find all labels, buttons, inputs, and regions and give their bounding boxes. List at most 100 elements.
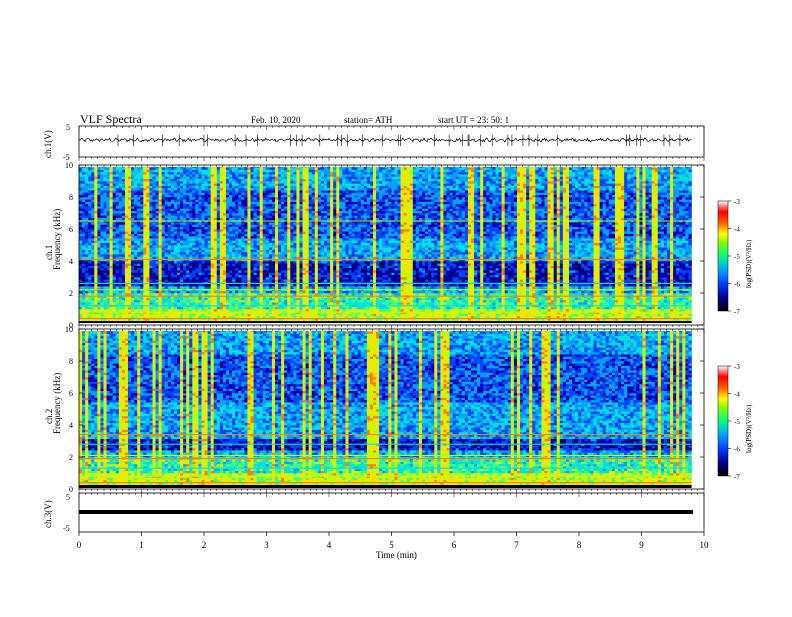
spectrogram-cell <box>217 231 220 234</box>
spectrogram-cell <box>235 275 238 278</box>
spectrogram-cell <box>244 231 247 234</box>
spectrogram-cell <box>287 270 290 273</box>
spectrogram-cell <box>278 181 281 184</box>
spectrogram-cell <box>211 263 214 266</box>
spectrogram-cell <box>137 291 140 294</box>
spectrogram-cell <box>88 250 91 253</box>
spectrogram-cell <box>247 176 250 179</box>
spectrogram-cell <box>153 213 156 216</box>
spectrogram-cell <box>146 202 149 205</box>
spectrogram-cell <box>171 236 174 239</box>
spectrogram-cell <box>183 224 186 227</box>
spectrogram-cell <box>269 245 272 248</box>
spectrogram-cell <box>232 190 235 193</box>
spectrogram-cell <box>263 218 266 221</box>
spectrogram-cell <box>195 286 198 289</box>
spectrogram-cell <box>202 186 205 189</box>
spectrogram-cell <box>260 190 263 193</box>
spectrogram-cell <box>177 229 180 232</box>
spectrogram-cell <box>79 206 82 209</box>
spectrogram-cell <box>131 234 134 237</box>
spectrogram-cell <box>180 309 183 312</box>
spectrogram-cell <box>214 231 217 234</box>
spectrogram-cell <box>195 277 198 280</box>
spectrogram-cell <box>251 181 254 184</box>
spectrogram-cell <box>202 231 205 234</box>
spectrogram-cell <box>153 307 156 310</box>
spectrogram-cell <box>214 286 217 289</box>
spectrogram-cell <box>266 227 269 230</box>
spectrogram-cell <box>247 254 250 257</box>
spectrogram-cell <box>260 263 263 266</box>
spectrogram-cell <box>107 302 110 305</box>
spectrogram-cell <box>260 266 263 269</box>
spectrogram-cell <box>202 195 205 198</box>
spectrogram-cell <box>293 298 296 301</box>
spectrogram-cell <box>263 195 266 198</box>
spectrogram-cell <box>125 279 128 282</box>
spectrogram-cell <box>107 245 110 248</box>
spectrogram-cell <box>214 227 217 230</box>
spectrogram-cell <box>284 291 287 294</box>
spectrogram-cell <box>113 222 116 225</box>
spectrogram-cell <box>293 256 296 259</box>
spectrogram-cell <box>235 176 238 179</box>
spectrogram-cell <box>110 275 113 278</box>
spectrogram-cell <box>257 218 260 221</box>
spectrogram-cell <box>226 231 229 234</box>
spectrogram-cell <box>263 309 266 312</box>
spectrogram-cell <box>97 224 100 227</box>
spectrogram-cell <box>235 243 238 246</box>
spectrogram-cell <box>195 263 198 266</box>
spectrogram-cell <box>266 174 269 177</box>
spectrogram-cell <box>156 183 159 186</box>
spectrogram-cell <box>131 174 134 177</box>
spectrogram-cell <box>251 268 254 271</box>
spectrogram-cell <box>198 268 201 271</box>
spectrogram-cell <box>293 277 296 280</box>
spectrogram-cell <box>284 261 287 264</box>
spectrogram-cell <box>287 254 290 257</box>
spectrogram-cell <box>82 245 85 248</box>
spectrogram-cell <box>254 261 257 264</box>
spectrogram-cell <box>223 266 226 269</box>
spectrogram-cell <box>107 202 110 205</box>
figure-title: VLF Spectra <box>80 112 142 126</box>
spectrogram-cell <box>214 300 217 303</box>
spectrogram-cell <box>189 236 192 239</box>
spectrogram-cell <box>116 170 119 173</box>
spectrogram-cell <box>263 252 266 255</box>
spectrogram-cell <box>162 190 165 193</box>
spectrogram-cell <box>146 181 149 184</box>
spectrogram-cell <box>232 234 235 237</box>
spectrogram-cell <box>122 188 125 191</box>
spectrogram-cell <box>281 275 284 278</box>
spectrogram-cell <box>156 224 159 227</box>
spectrogram-cell <box>260 167 263 170</box>
spectrogram-cell <box>107 234 110 237</box>
spectrogram-cell <box>107 227 110 230</box>
spectrogram-cell <box>192 231 195 234</box>
spectrogram-cell <box>223 261 226 264</box>
spectrogram-cell <box>82 224 85 227</box>
spectrogram-cell <box>287 266 290 269</box>
spectrogram-cell <box>254 188 257 191</box>
spectrogram-cell <box>281 309 284 312</box>
spectrogram-cell <box>125 218 128 221</box>
spectrogram-cell <box>232 256 235 259</box>
spectrogram-cell <box>272 186 275 189</box>
spectrogram-cell <box>275 309 278 312</box>
spectrogram-cell <box>134 263 137 266</box>
spectrogram-cell <box>220 229 223 232</box>
spectrogram-cell <box>229 270 232 273</box>
spectrogram-cell <box>180 179 183 182</box>
spectrogram-cell <box>208 266 211 269</box>
spectrogram-cell <box>125 284 128 287</box>
spectrogram-cell <box>287 236 290 239</box>
spectrogram-cell <box>217 218 220 221</box>
spectrogram-cell <box>247 224 250 227</box>
spectrogram-cell <box>91 263 94 266</box>
spectrogram-cell <box>168 245 171 248</box>
spectrogram-cell <box>119 293 122 296</box>
spectrogram-cell <box>205 197 208 200</box>
